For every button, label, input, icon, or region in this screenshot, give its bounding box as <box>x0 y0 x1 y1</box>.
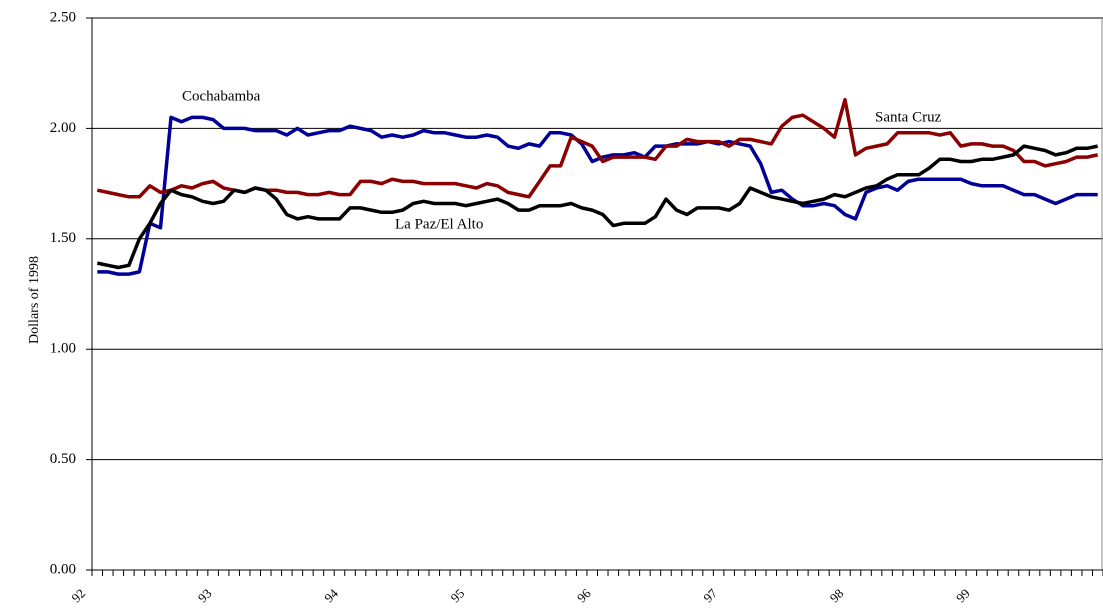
x-tick-label: 96 <box>574 585 594 605</box>
y-tick-label: 2.00 <box>50 120 76 136</box>
series-line <box>96 144 1099 270</box>
x-tick-label: 99 <box>953 586 973 606</box>
x-tick-label: 94 <box>321 585 341 605</box>
x-tick-label: 98 <box>827 586 847 606</box>
y-tick-label: 0.50 <box>50 451 76 467</box>
y-tick-label: 1.50 <box>50 230 76 246</box>
x-tick-label: 97 <box>700 585 720 605</box>
y-axis-title: Dollars of 1998 <box>27 256 42 344</box>
y-tick-label: 1.00 <box>50 341 76 357</box>
series-label: La Paz/El Alto <box>395 216 483 232</box>
series-line <box>96 97 1099 199</box>
x-tick-label: 92 <box>68 586 88 606</box>
y-tick-label: 0.00 <box>50 561 76 577</box>
x-tick-label: 95 <box>448 586 468 606</box>
series-label: Cochabamba <box>182 88 261 104</box>
y-tick-label: 2.50 <box>50 9 76 25</box>
x-tick-label: 93 <box>195 586 215 606</box>
series-line <box>97 115 1098 276</box>
series-label: Santa Cruz <box>875 109 942 125</box>
